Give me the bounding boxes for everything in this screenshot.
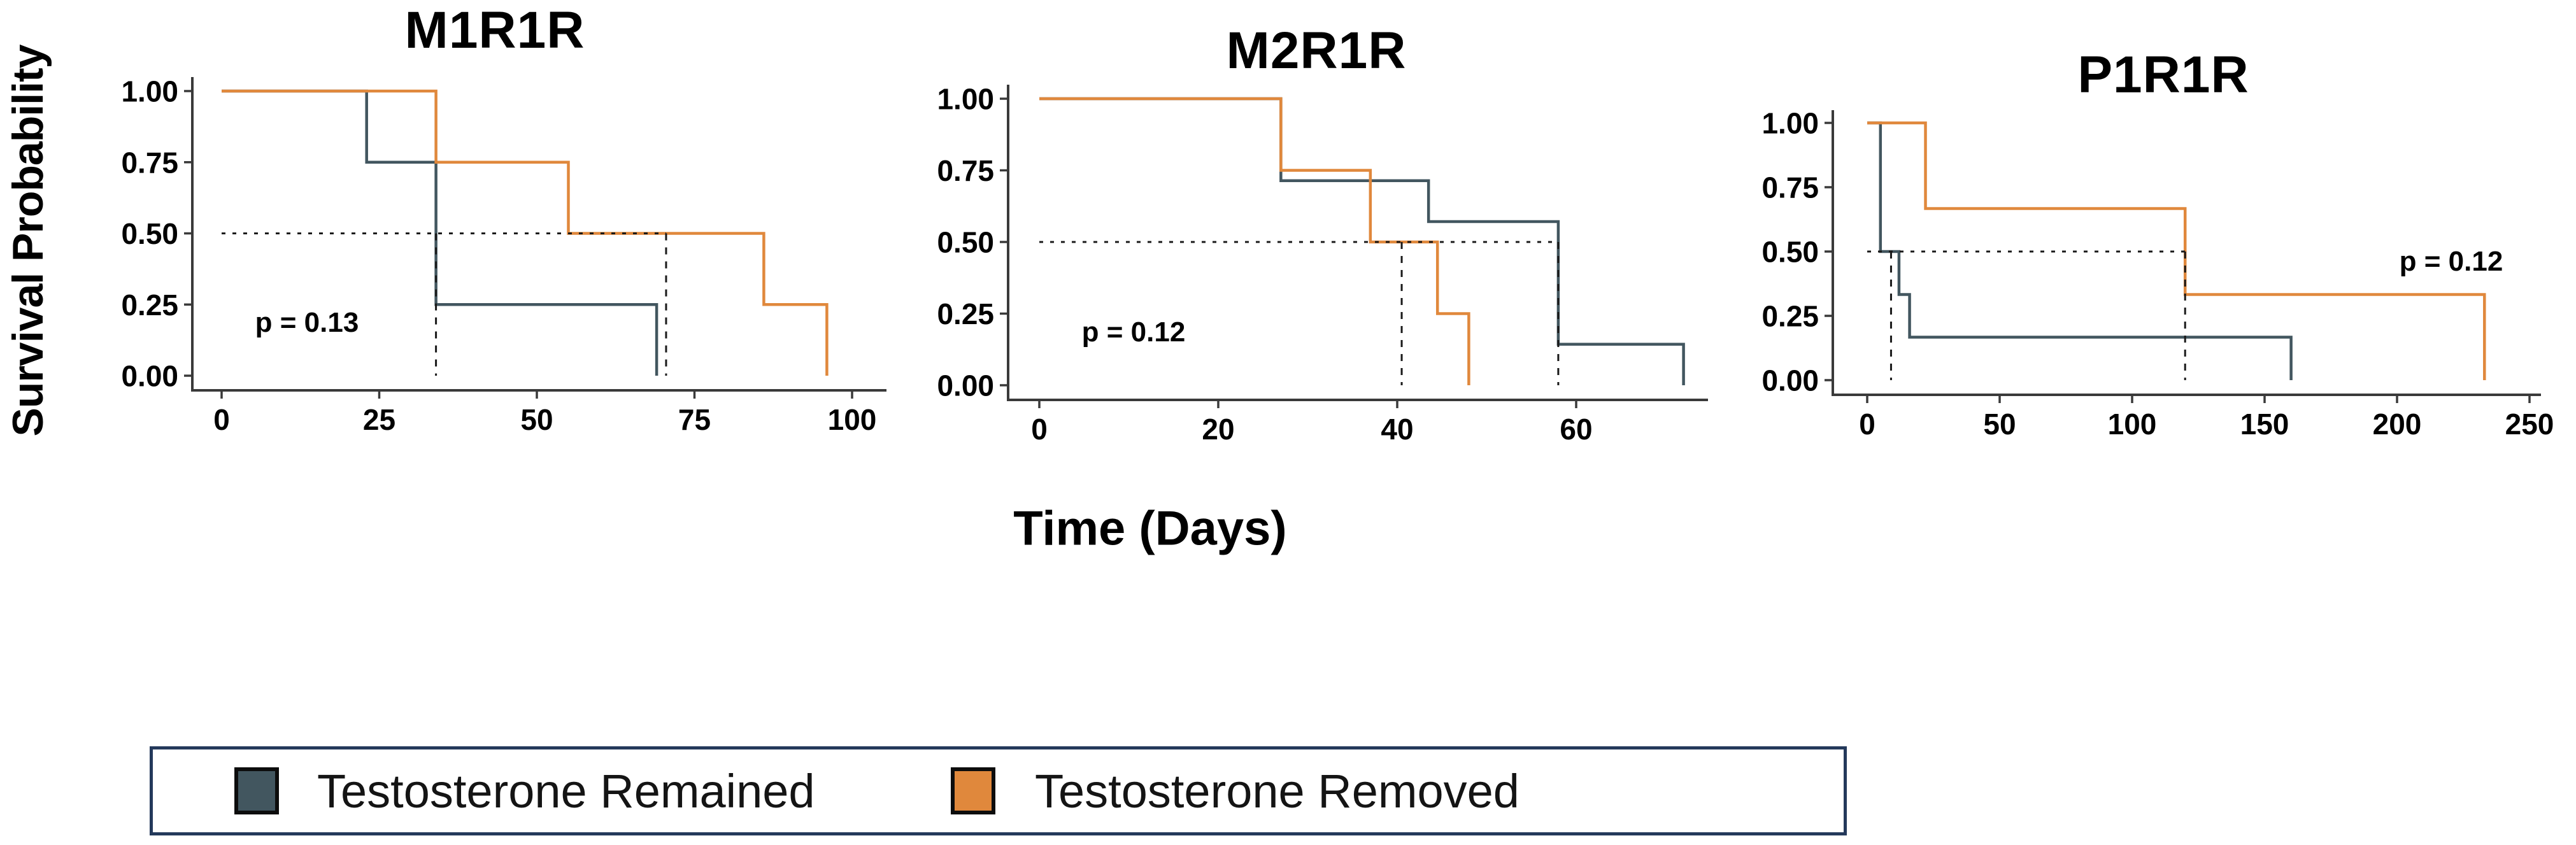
x-tick-label: 100 — [2108, 408, 2157, 441]
legend-label-remained: Testosterone Remained — [317, 764, 815, 818]
x-tick-label: 200 — [2373, 408, 2422, 441]
x-axis-label: Time (Days) — [1013, 501, 1287, 556]
y-tick-label: 0.50 — [937, 226, 994, 259]
x-tick-label: 75 — [678, 403, 711, 436]
x-tick-label: 0 — [1859, 408, 1875, 441]
y-tick-label: 0.75 — [1761, 171, 1819, 204]
y-tick-label: 0.00 — [121, 360, 178, 393]
legend-item-remained: Testosterone Remained — [234, 749, 815, 832]
x-tick-label: 50 — [520, 403, 553, 436]
y-tick-label: 1.00 — [121, 75, 178, 108]
p-value-label-p1r1r: p = 0.12 — [2399, 246, 2503, 277]
x-tick-label: 100 — [828, 403, 877, 436]
y-tick-label: 0.25 — [937, 297, 994, 330]
x-tick-label: 250 — [2505, 408, 2554, 441]
p-value-label-m2r1r: p = 0.12 — [1081, 316, 1186, 348]
legend-item-removed: Testosterone Removed — [951, 749, 1519, 832]
y-axis-label: Survival Probability — [4, 45, 52, 437]
y-tick-label: 1.00 — [937, 83, 994, 116]
y-tick-label: 0.50 — [1761, 236, 1819, 269]
chart-title-p1r1r: P1R1R — [2077, 46, 2249, 104]
chart-title-m1r1r: M1R1R — [404, 1, 585, 59]
y-tick-label: 0.50 — [121, 217, 178, 250]
x-tick-label: 60 — [1560, 413, 1592, 446]
legend-swatch-remained — [234, 767, 279, 814]
x-tick-label: 40 — [1381, 413, 1413, 446]
x-tick-label: 0 — [213, 403, 230, 436]
survival-curve-remained — [1867, 121, 2293, 380]
chart-plot-p1r1r: 1.00 0.75 0.50 0.25 0.00 0 50 100 150 200 250 — [1761, 107, 2554, 441]
chart-plot-m1r1r: 1.00 0.75 0.50 0.25 0.00 0 25 50 75 100 — [121, 75, 886, 436]
x-tick-label: 50 — [1983, 408, 2016, 441]
legend-swatch-removed — [951, 767, 995, 814]
p-value-label-m1r1r: p = 0.13 — [255, 307, 359, 338]
x-tick-label: 150 — [2240, 408, 2289, 441]
axis-lines — [1007, 85, 1708, 401]
legend: Testosterone Remained Testosterone Remov… — [150, 746, 1847, 835]
x-tick-label: 20 — [1202, 413, 1234, 446]
y-tick-label: 0.75 — [937, 154, 994, 187]
y-tick-label: 1.00 — [1761, 107, 1819, 140]
chart-plot-m2r1r: 1.00 0.75 0.50 0.25 0.00 0 20 40 60 — [937, 83, 1708, 446]
y-tick-label: 0.75 — [121, 146, 178, 179]
survival-curve-removed — [1039, 97, 1470, 385]
y-tick-label: 0.25 — [121, 288, 178, 322]
y-tick-label: 0.00 — [1761, 364, 1819, 397]
x-tick-label: 25 — [363, 403, 395, 436]
survival-curve-removed — [1867, 121, 2486, 380]
y-tick-label: 0.00 — [937, 369, 994, 402]
axis-lines — [191, 77, 886, 392]
y-tick-label: 0.25 — [1761, 300, 1819, 333]
x-tick-label: 0 — [1031, 413, 1048, 446]
chart-title-m2r1r: M2R1R — [1226, 22, 1407, 80]
axis-lines — [1832, 110, 2541, 396]
legend-label-removed: Testosterone Removed — [1035, 764, 1519, 818]
